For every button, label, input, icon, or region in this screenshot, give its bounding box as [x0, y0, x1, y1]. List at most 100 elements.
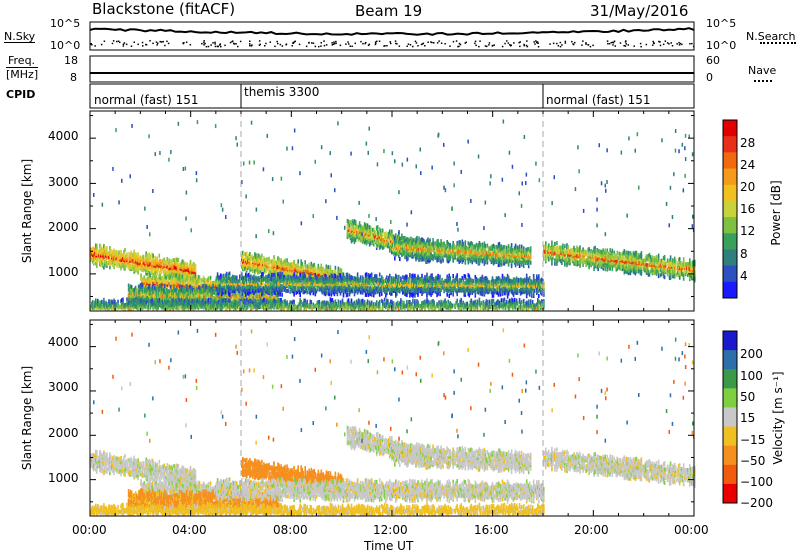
power-cell-band-a [150, 260, 152, 265]
power-cell-band-d [250, 254, 252, 259]
power-cell-band-d [313, 269, 316, 274]
power-cell-band-c [156, 297, 159, 302]
power-cell-band-c [156, 299, 159, 304]
power-cell-band-c [160, 293, 162, 298]
power-cell-band-f [518, 244, 521, 249]
power-cell-band-b [162, 277, 165, 282]
power-cell-band-c [230, 294, 232, 299]
power-cell-band-d [267, 261, 269, 266]
power-cell-band-b [188, 276, 191, 281]
power-cell-band-c [207, 286, 209, 291]
power-cell-band-f [427, 237, 429, 242]
power-cell-band-a [123, 249, 125, 254]
power-cell-band-d [310, 272, 313, 277]
noise-search-dot [279, 43, 282, 46]
power-cell-band-a [186, 265, 189, 270]
noise-search-dot [589, 45, 592, 48]
power-cell-band-d [287, 261, 289, 266]
power-cell-band-c [231, 291, 233, 296]
power-cell-band-c [146, 291, 149, 296]
power-cell-band-c [197, 292, 199, 297]
power-cell-band-c [137, 284, 140, 289]
power-cell-band-d [311, 268, 314, 273]
power-cell-band-a [107, 261, 109, 266]
power-cell-band-c [215, 291, 217, 296]
power-cell-band-d [298, 268, 300, 273]
power-cell-band-f [453, 243, 455, 248]
power-cell-band-d [273, 255, 275, 260]
power-cell-band-b [159, 278, 162, 283]
power-cell-band-a [194, 268, 197, 273]
power-cell-band-a [162, 262, 165, 267]
power-cell-band-c [185, 299, 187, 304]
power-cell-band-b [151, 276, 153, 280]
power-cell-band-a [186, 262, 189, 267]
power-cell-band-a [116, 261, 118, 266]
power-cell-band-a [147, 258, 149, 263]
power-cell-band-c [175, 298, 177, 303]
power-cell-band-a [137, 252, 139, 257]
power-cell-band-d [291, 272, 293, 277]
power-cell-band-c [198, 293, 200, 298]
noise-search-dot [507, 42, 510, 44]
noise-search-dot [141, 41, 144, 44]
noise-search-dot [219, 43, 221, 45]
power-cell-band-b [165, 277, 168, 282]
power-cell-band-d [268, 265, 270, 270]
power-cell-band-c [153, 289, 156, 293]
noise-search-dot [183, 42, 185, 44]
power-cell-band-d [257, 257, 259, 262]
power-cell-band-a [119, 253, 121, 258]
power-cell-band-c [166, 297, 168, 302]
power-cell-band-c [203, 286, 205, 291]
noise-search-dot [610, 41, 612, 44]
power-cell-band-b [145, 278, 147, 283]
power-cell-band-f [493, 244, 496, 249]
noise-search-dot [486, 45, 488, 48]
power-cell-band-c [175, 290, 177, 295]
power-cell-band-a [159, 259, 162, 264]
power-cell-band-b [159, 273, 162, 278]
power-cell-band-d [301, 270, 303, 275]
power-cell-band-c [204, 288, 206, 293]
noise-search-dot [478, 45, 480, 48]
power-cell-band-a [126, 254, 128, 259]
power-cell-band-c [144, 285, 147, 290]
power-cell-band-b [143, 275, 145, 280]
noise-search-dot [679, 42, 682, 45]
power-cell-band-d [313, 265, 316, 270]
power-cell-band-c [179, 287, 181, 292]
power-cell-band-a [171, 271, 174, 276]
power-cell-band-c [215, 293, 217, 298]
power-cell-band-a [133, 266, 135, 271]
power-cell-band-b [147, 278, 149, 283]
power-cell-band-c [147, 286, 150, 290]
power-cell-band-c [256, 299, 259, 304]
power-cell-band-c [177, 295, 179, 300]
noise-search-dot [389, 41, 391, 43]
power-cell-band-b [157, 277, 159, 282]
power-cell-band-a [121, 262, 123, 267]
power-cell-band-c [155, 286, 158, 291]
power-cell-band-b [189, 276, 192, 281]
power-cell-band-d [297, 265, 299, 270]
power-cell-band-c [208, 292, 210, 297]
power-cell-band-c [201, 292, 203, 297]
power-cell-band-c [265, 294, 268, 299]
power-cell-band-c [178, 295, 180, 299]
noise-search-dot [564, 42, 567, 44]
noise-panel-frame [89, 21, 695, 51]
power-cell-band-c [156, 290, 159, 295]
power-cell-band-c [129, 288, 132, 293]
power-cell-band-b [203, 277, 206, 282]
power-cell-band-c [258, 297, 261, 302]
noise-search-dot [421, 43, 424, 45]
power-cell-band-c [156, 294, 159, 299]
noise-search-dot [348, 43, 350, 45]
power-cell-band-d [273, 261, 275, 265]
power-cell-band-d [269, 265, 271, 270]
power-cell-band-d [309, 264, 312, 269]
power-cell-band-c [170, 294, 172, 299]
noise-search-dot [676, 43, 678, 45]
noise-search-dot [670, 42, 672, 44]
